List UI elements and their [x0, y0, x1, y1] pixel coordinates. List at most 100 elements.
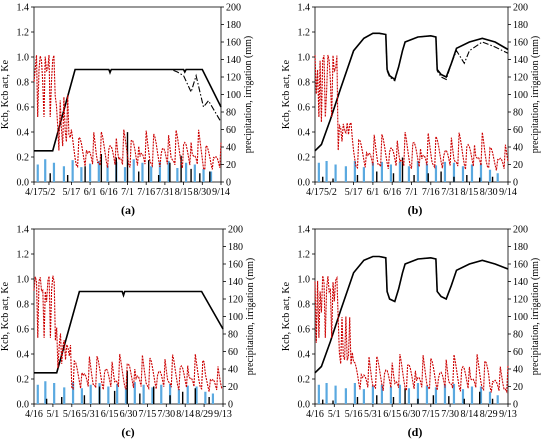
- y-right-tick-label: 60: [228, 347, 238, 358]
- y-left-tick-label: 0.2: [298, 153, 311, 164]
- precipitation-bar: [452, 383, 456, 404]
- x-tick-label: 5/1: [47, 409, 60, 420]
- x-tick-label: 6/15: [383, 409, 401, 420]
- y-right-tick-label: 20: [513, 160, 523, 171]
- y-left-tick-label: 1.0: [17, 275, 30, 286]
- y-left-tick-label: 0.6: [17, 325, 30, 336]
- y-right-tick-label: 200: [228, 225, 243, 236]
- precipitation-bar: [132, 159, 135, 182]
- y-left-axis-title: Kcb, Kcb act, Ke: [0, 59, 11, 129]
- ke-line: [33, 275, 224, 392]
- precipitation-bar: [317, 162, 320, 182]
- precipitation-bar: [89, 384, 92, 404]
- precipitation-bar: [44, 159, 47, 182]
- precipitation-bar: [434, 165, 438, 182]
- precipitation-bar: [488, 169, 492, 182]
- precipitation-bar: [344, 388, 347, 404]
- kcb-line: [314, 255, 509, 374]
- kcb-line: [314, 32, 509, 152]
- y-right-tick-label: 40: [228, 365, 238, 376]
- y-left-tick-label: 1.2: [17, 28, 30, 39]
- irrigation-bar: [66, 175, 69, 182]
- precipitation-bar: [434, 387, 438, 404]
- x-tick-label: 6/16: [100, 187, 118, 198]
- irrigation-bar: [376, 395, 378, 404]
- irrigation-bar: [115, 157, 117, 182]
- irrigation-bar: [190, 168, 192, 182]
- irrigation-bar: [478, 391, 481, 404]
- y-right-tick-label: 180: [228, 242, 243, 253]
- plot-frame: [314, 228, 509, 405]
- y-right-tick-label: 120: [226, 73, 241, 84]
- x-tick-label: 4/17: [306, 187, 324, 198]
- x-tick-label: 5/2: [43, 187, 56, 198]
- x-tick-label: 7/1: [405, 187, 418, 198]
- y-left-tick-label: 0.0: [17, 178, 30, 189]
- y-left-tick-label: 1.4: [17, 3, 30, 14]
- y-right-axis-title: precipitation, irrigation (mm): [243, 36, 254, 153]
- x-tick-label: 6/30: [120, 409, 138, 420]
- precipitation-bar: [133, 382, 136, 404]
- panel-label: (b): [408, 203, 423, 217]
- precipitation-bar: [479, 386, 483, 404]
- ke-line: [314, 275, 509, 394]
- precipitation-bar: [470, 386, 474, 404]
- y-left-axis-title: Kcb, Kcb act, Ke: [281, 281, 292, 351]
- x-tick-label: 5/17: [63, 187, 81, 198]
- irrigation-bar: [463, 398, 465, 404]
- y-left-tick-label: 1.2: [298, 250, 311, 261]
- y-right-tick-label: 100: [228, 312, 243, 323]
- irrigation-bar: [208, 397, 210, 404]
- precipitation-bar: [416, 161, 420, 182]
- precipitation-bar: [416, 383, 420, 404]
- x-tick-label: 8/14: [461, 409, 479, 420]
- irrigation-bar: [466, 175, 468, 182]
- irrigation-bar: [84, 166, 86, 182]
- x-tick-label: 9/13: [214, 409, 232, 420]
- irrigation-bar: [453, 176, 455, 182]
- y-left-axis-title: Kcb, Kcb act, Ke: [281, 59, 292, 129]
- irrigation-bar: [413, 175, 415, 182]
- precipitation-bar: [36, 164, 39, 182]
- x-tick-label: 6/15: [101, 409, 119, 420]
- irrigation-bar: [113, 390, 116, 404]
- y-right-tick-label: 200: [226, 3, 241, 14]
- y-right-tick-label: 0: [226, 178, 231, 189]
- panel-label: (d): [408, 425, 423, 439]
- y-right-tick-label: 60: [513, 347, 523, 358]
- y-right-tick-label: 180: [226, 20, 241, 31]
- y-left-tick-label: 0.0: [17, 400, 30, 411]
- irrigation-bar: [49, 173, 51, 182]
- chart-panel-c: 0.0 0.2 0.4 0.6 0.8 1.0 1.2 1.4 0 20 40 60 80 100 120 1…: [0, 225, 256, 440]
- x-tick-label: 7/16: [137, 187, 155, 198]
- x-tick-label: 6/30: [403, 409, 421, 420]
- x-tick-label: 7/15: [139, 409, 157, 420]
- precipitation-bar: [176, 168, 179, 182]
- precipitation-bar: [167, 161, 170, 182]
- irrigation-bar: [478, 177, 481, 182]
- y-right-tick-label: 180: [513, 242, 528, 253]
- precipitation-bar: [116, 383, 119, 404]
- y-left-tick-label: 0.8: [298, 78, 311, 89]
- precipitation-bar: [177, 389, 180, 404]
- y-right-tick-label: 80: [226, 108, 236, 119]
- x-tick-label: 8/15: [461, 187, 479, 198]
- precipitation-bar: [184, 162, 188, 182]
- irrigation-bar: [356, 175, 359, 182]
- precipitation-bar: [488, 391, 492, 404]
- x-tick-label: 7/30: [157, 409, 175, 420]
- irrigation-bar: [100, 154, 103, 182]
- irrigation-bar: [427, 173, 429, 182]
- x-tick-label: 6/16: [383, 187, 401, 198]
- y-right-tick-label: 100: [513, 312, 528, 323]
- x-tick-label: 6/1: [84, 187, 97, 198]
- precipitation-bar: [353, 383, 356, 404]
- precipitation-bar: [389, 386, 393, 404]
- y-left-axis-title: Kcb, Kcb act, Ke: [0, 281, 11, 351]
- precipitation-bar: [362, 389, 365, 404]
- x-tick-label: 5/31: [364, 409, 382, 420]
- y-right-axis-title: precipitation, irrigation (mm): [530, 258, 541, 375]
- x-tick-label: 9/14: [499, 187, 517, 198]
- precipitation-bar: [36, 384, 39, 404]
- y-left-tick-label: 0.2: [17, 153, 30, 164]
